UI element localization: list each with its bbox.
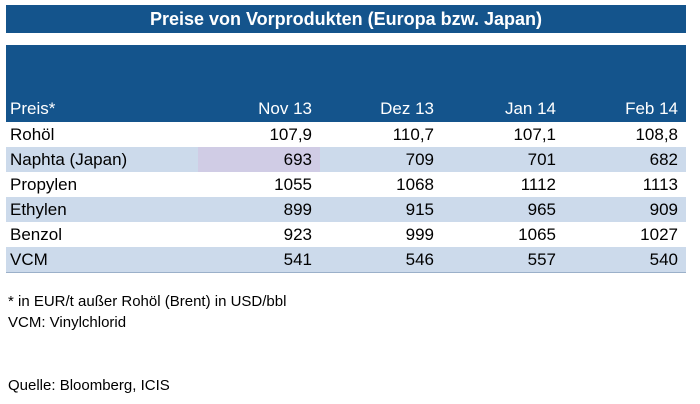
- cell-value: 682: [564, 147, 686, 172]
- cell-value: 923: [283, 224, 312, 244]
- cell-value: 557: [442, 247, 564, 273]
- table-header-row: Preis* Nov 13 Dez 13 Jan 14 Feb 14: [6, 45, 686, 122]
- table-row-rohoel: Rohöl 107,9 110,7 107,1 108,8: [6, 122, 686, 147]
- cell-value: 107,9: [269, 124, 312, 144]
- cell-value: 546: [320, 247, 442, 273]
- cell-value: 965: [442, 197, 564, 222]
- cell-value: 540: [564, 247, 686, 273]
- column-header-nov13: Nov 13: [198, 45, 320, 122]
- cell-value: 108,8: [635, 124, 678, 144]
- column-header-feb14: Feb 14: [564, 45, 686, 122]
- table-row-vcm: VCM 541 546 557 540: [6, 247, 686, 273]
- cell-value: 915: [320, 197, 442, 222]
- cell-value: 999: [405, 224, 434, 244]
- row-label: Benzol: [10, 224, 62, 244]
- footnotes: * in EUR/t außer Rohöl (Brent) in USD/bb…: [8, 291, 286, 333]
- price-table: Preis* Nov 13 Dez 13 Jan 14 Feb 14 Rohöl…: [6, 45, 686, 273]
- cell-value: 1027: [640, 224, 678, 244]
- footnote-units: * in EUR/t außer Rohöl (Brent) in USD/bb…: [8, 293, 287, 310]
- cell-value-highlighted: 693: [198, 147, 320, 172]
- cell-value: 909: [564, 197, 686, 222]
- column-header-preis: Preis*: [6, 45, 198, 122]
- cell-value: 899: [198, 197, 320, 222]
- cell-value: 1113: [642, 174, 678, 194]
- column-header-dez13: Dez 13: [320, 45, 442, 122]
- row-label: Naphta (Japan): [6, 147, 198, 172]
- source-line: Quelle: Bloomberg, ICIS: [8, 377, 170, 394]
- cell-value: 107,1: [513, 124, 556, 144]
- cell-value: 701: [442, 147, 564, 172]
- column-header-jan14: Jan 14: [442, 45, 564, 122]
- figure-title-bar: Preise von Vorprodukten (Europa bzw. Jap…: [6, 5, 686, 33]
- row-label: Ethylen: [6, 197, 198, 222]
- cell-value: 709: [320, 147, 442, 172]
- table-row-naphta: Naphta (Japan) 693 709 701 682: [6, 147, 686, 172]
- figure-title: Preise von Vorprodukten (Europa bzw. Jap…: [149, 9, 543, 29]
- row-label: Propylen: [10, 174, 78, 194]
- table-row-ethylen: Ethylen 899 915 965 909: [6, 197, 686, 222]
- footnote-vcm-abbreviation: VCM: Vinylchlorid: [8, 314, 127, 331]
- cell-value: 1068: [396, 174, 434, 194]
- row-label: VCM: [6, 247, 198, 273]
- cell-value: 1055: [274, 174, 312, 194]
- cell-value: 1065: [518, 224, 556, 244]
- cell-value: 110,7: [392, 124, 434, 144]
- table-row-propylen: Propylen 1055 1068 1112 1113: [6, 172, 686, 197]
- cell-value: 1112: [520, 174, 556, 194]
- table-row-benzol: Benzol 923 999 1065 1027: [6, 222, 686, 247]
- cell-value: 541: [198, 247, 320, 273]
- row-label: Rohöl: [10, 124, 55, 144]
